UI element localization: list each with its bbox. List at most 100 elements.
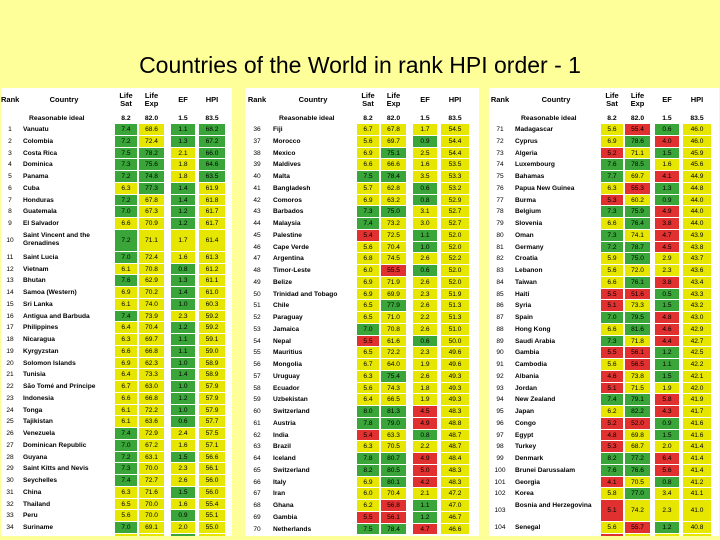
hpi-cell: 43.0: [683, 312, 711, 324]
ef-cell: 1.1: [413, 229, 437, 242]
country-cell: Bhutan: [23, 277, 46, 285]
hpi-cell: 54.4: [441, 147, 469, 160]
reasonable-ideal-row: Reasonable ideal 8.2 82.0 1.5 83.5: [245, 114, 479, 124]
header-country: Country: [49, 95, 79, 104]
header-rank: Rank: [490, 95, 510, 104]
country-cell: Cyprus: [515, 137, 538, 145]
ef-cell: 2.9: [655, 253, 679, 265]
table-row: 62 India 5.4 63.3 0.8 48.7: [245, 429, 479, 442]
table-row: 50 Trinidad and Tobago 6.9 69.9 2.3 51.9: [245, 288, 479, 301]
life-sat-cell: 7.5: [357, 171, 379, 183]
country-cell: Egypt: [515, 431, 534, 439]
life-sat-cell: 6.9: [601, 135, 623, 148]
ef-cell: 2.5: [413, 147, 437, 160]
rank-cell: 68: [253, 502, 261, 509]
country-cell: São Tomé and Príncipe: [23, 383, 96, 390]
rank-cell: 56: [253, 361, 261, 368]
rank-cell: 24: [6, 406, 14, 414]
hpi-cell: 43.4: [683, 276, 711, 289]
table-row: 54 Nepal 5.5 61.6 0.6 50.0: [245, 335, 479, 348]
ef-cell: 1.0: [171, 404, 195, 417]
country-cell: Mongolia: [273, 361, 302, 368]
life-sat-cell: 8.0: [357, 406, 379, 418]
rank-cell: 18: [6, 336, 14, 343]
rank-cell: 23: [6, 394, 14, 402]
table-row: 13 Bhutan 7.6 62.9 1.3 61.1: [1, 275, 232, 287]
life-exp-cell: 74.0: [139, 298, 164, 311]
life-exp-cell: 75.9: [625, 206, 650, 218]
table-row: 72 Cyprus 6.9 78.6 4.0 46.0: [489, 135, 719, 148]
life-sat-cell: 7.3: [601, 229, 623, 242]
life-sat-cell: 6.1: [115, 416, 137, 428]
table-row: 40 Malta 7.5 78.4 3.5 53.3: [245, 171, 479, 183]
life-sat-cell: 6.3: [601, 182, 623, 195]
life-exp-cell: 73.3: [139, 369, 164, 381]
ef-cell: 1.9: [655, 382, 679, 395]
life-sat-cell: 4.6: [601, 370, 623, 383]
hpi-cell: 41.7: [683, 406, 711, 418]
life-sat-cell: 5.7: [357, 182, 379, 195]
reasonable-ideal-row: Reasonable ideal 8.2 82.0 1.5 83.5: [1, 114, 232, 124]
ideal-hpi: 83.5: [690, 115, 704, 122]
ef-cell: 3.0: [413, 218, 437, 230]
table-row: 25 Tajikistan 6.1 63.6 0.6 57.7: [1, 416, 232, 428]
life-sat-cell: 6.3: [357, 441, 379, 453]
rank-cell: 82: [496, 255, 504, 263]
country-cell: Timor-Leste: [273, 267, 311, 274]
table-row: 67 Iran 6.0 70.4 2.1 47.2: [245, 488, 479, 500]
ef-cell: 1.3: [171, 135, 195, 148]
country-cell: Croatia: [515, 255, 538, 263]
life-exp-cell: 60.2: [625, 194, 650, 207]
country-cell: Belize: [273, 278, 293, 286]
country-cell: Japan: [515, 408, 535, 415]
rank-cell: 89: [496, 337, 504, 345]
table-body: 1 Vanuatu 7.4 68.6 1.1 68.2 2 Colombia 7.2 72.4 1.…: [1, 124, 232, 536]
country-cell: Switzerland: [273, 466, 310, 474]
ef-cell: 4.2: [413, 476, 437, 489]
ef-cell: 2.2: [413, 312, 437, 324]
life-sat-cell: 6.6: [357, 159, 379, 171]
life-exp-cell: 79.0: [381, 417, 406, 430]
life-exp-cell: 72.0: [625, 265, 650, 277]
hpi-cell: 43.8: [683, 241, 711, 254]
country-cell: Trinidad and Tobago: [273, 290, 338, 298]
table-row: 39 Maldives 6.6 66.6 1.6 53.5: [245, 159, 479, 171]
ef-cell: 1.9: [413, 359, 437, 371]
life-exp-cell: 70.0: [139, 498, 164, 511]
ef-cell: 4.0: [655, 135, 679, 148]
table-row: 1 Vanuatu 7.4 68.6 1.1 68.2: [1, 124, 232, 136]
country-cell: Albania: [515, 372, 539, 380]
life-exp-cell: 71.1: [625, 147, 650, 160]
ef-cell: 0.6: [413, 265, 437, 277]
life-sat-cell: 5.5: [357, 335, 379, 348]
hpi-cell: 52.0: [441, 241, 469, 254]
header-hpi: HPI: [205, 95, 219, 104]
table-row: 46 Cape Verde 5.6 70.4 1.0 52.0: [245, 241, 479, 254]
life-sat-cell: 7.0: [115, 522, 137, 534]
country-cell: Jamaica: [273, 325, 300, 333]
header-ef: EF: [662, 95, 672, 104]
hpi-cell: 53.3: [441, 171, 469, 183]
life-exp-cell: 72.4: [139, 251, 164, 264]
ef-cell: 3.1: [413, 206, 437, 218]
life-sat-cell: 5.6: [115, 510, 137, 522]
rank-cell: 33: [6, 512, 14, 520]
life-exp-cell: 69.9: [381, 288, 406, 301]
page-title: Countries of the World in rank HPI order…: [139, 52, 581, 78]
rank-cell: 21: [6, 371, 14, 379]
table-row: 5 Panama 7.2 74.8 1.8 63.5: [1, 171, 232, 183]
life-exp-cell: 67.3: [139, 206, 164, 218]
country-cell: Comoros: [273, 196, 302, 204]
life-exp-cell: 79.5: [625, 312, 650, 324]
rank-cell: 49: [253, 278, 261, 286]
table-row: 87 Spain 7.0 79.5 4.8 43.0: [489, 312, 719, 324]
life-sat-cell: 7.0: [115, 206, 137, 218]
table-row: 79 Slovenia 6.6 76.4 3.8 44.0: [489, 218, 719, 230]
rank-cell: 50: [253, 290, 261, 298]
ef-cell: 2.0: [655, 441, 679, 453]
country-cell: Nepal: [273, 337, 291, 345]
reasonable-ideal-row: Reasonable ideal 8.2 82.0 1.5 83.5: [489, 114, 719, 124]
table-row: 37 Morocco 5.6 69.7 0.9 54.4: [245, 135, 479, 148]
country-cell: Indonesia: [23, 394, 54, 402]
country-cell: Spain: [515, 314, 533, 321]
